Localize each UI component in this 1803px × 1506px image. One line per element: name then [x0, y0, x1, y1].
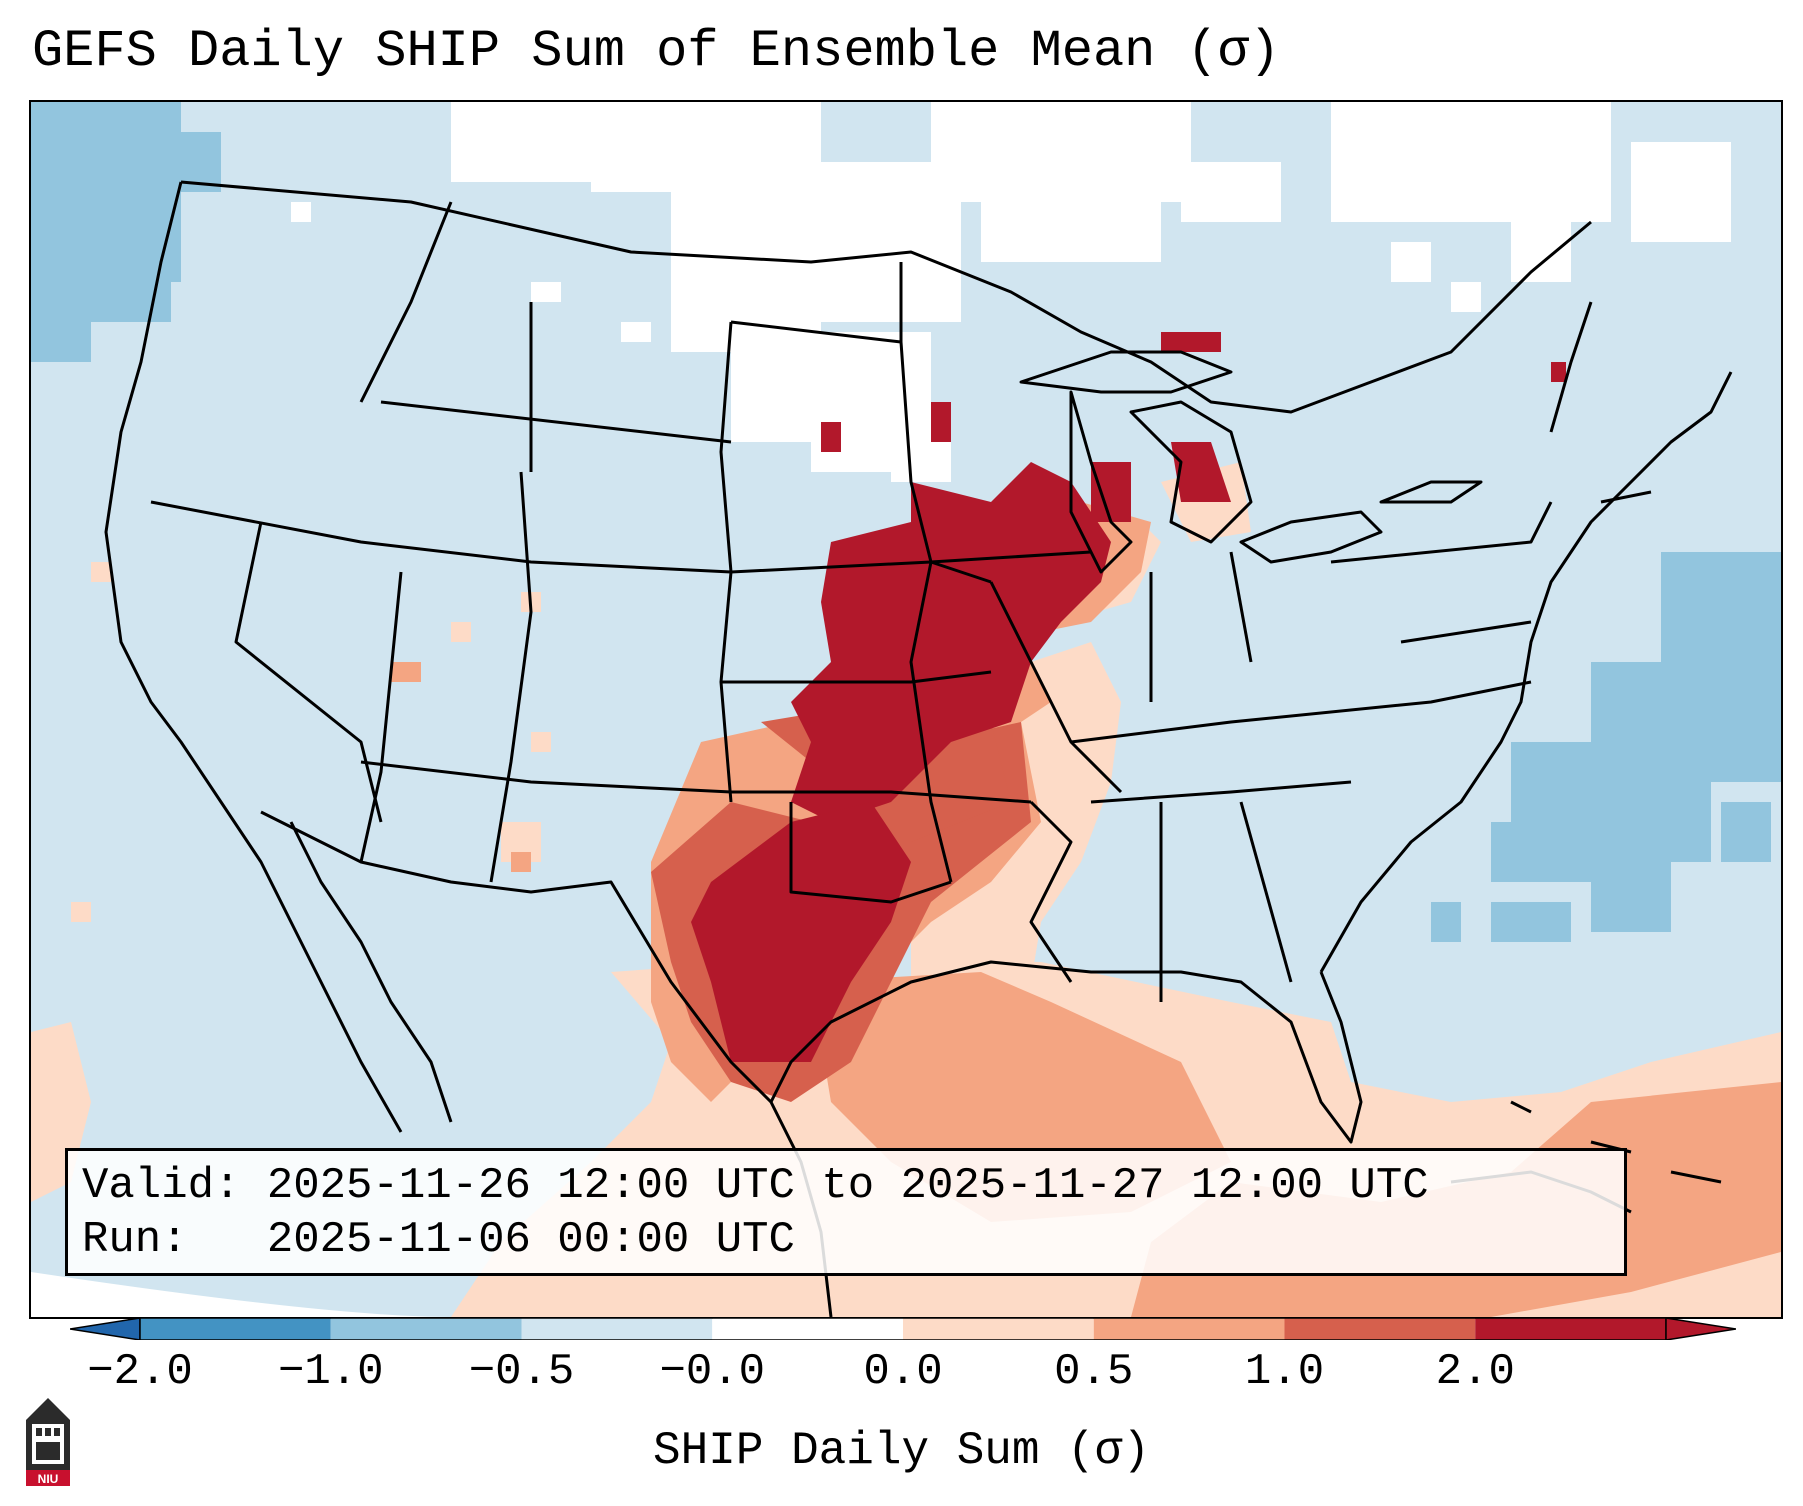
colorbar-segment: [140, 1318, 331, 1340]
colorbar-tick-label: −1.0: [277, 1347, 384, 1397]
colorbar-segment: [1093, 1318, 1285, 1340]
map-svg: [31, 102, 1781, 1317]
below-normal-patches: [31, 102, 1781, 1312]
run-label: Run:: [82, 1215, 188, 1265]
colorbar-segment: [903, 1318, 1094, 1340]
colorbar-extend-min: [70, 1318, 141, 1340]
run-row: Run: 2025-11-06 00:00 UTC: [82, 1213, 1610, 1267]
logo-text: NIU: [38, 1472, 59, 1486]
valid-label: Valid:: [82, 1161, 241, 1211]
colorbar-segment: [521, 1318, 713, 1340]
map-panel[interactable]: [29, 100, 1783, 1319]
colorbar-segment: [712, 1318, 903, 1340]
valid-value: 2025-11-26 12:00 UTC to 2025-11-27 12:00…: [266, 1161, 1429, 1211]
strongly-above-patches: [691, 332, 1566, 1062]
colorbar-tick-label: 2.0: [1435, 1347, 1515, 1397]
map-boundaries: [104, 180, 1733, 1317]
colorbar-segment: [1284, 1318, 1476, 1340]
colorbar-tick-label: 1.0: [1244, 1347, 1325, 1397]
valid-row: Valid: 2025-11-26 12:00 UTC to 2025-11-2…: [82, 1159, 1610, 1213]
colorbar-tick-label: 0.5: [1054, 1347, 1134, 1397]
colorbar-segment: [330, 1318, 522, 1340]
colorbar-tick-label: −2.0: [87, 1347, 193, 1397]
run-value: 2025-11-06 00:00 UTC: [266, 1215, 795, 1265]
near-zero-patches: [291, 102, 1731, 482]
niu-logo-icon: NIU: [26, 1398, 70, 1486]
map-title: GEFS Daily SHIP Sum of Ensemble Mean (σ): [32, 22, 1281, 81]
colorbar-tick-label: −0.0: [659, 1347, 766, 1397]
colorbar-tick-label: −0.5: [468, 1347, 575, 1397]
colorbar-ticks: −2.0 −1.0 −0.5 −0.0 0.0 0.5 1.0 2.0: [0, 1345, 1803, 1405]
colorbar-label: SHIP Daily Sum (σ): [653, 1425, 1150, 1477]
colorbar: [70, 1318, 1736, 1340]
validity-info-box: Valid: 2025-11-26 12:00 UTC to 2025-11-2…: [65, 1148, 1627, 1276]
colorbar-segment: [1475, 1318, 1666, 1340]
colorbar-extend-max: [1665, 1318, 1736, 1340]
colorbar-tick-label: 0.0: [863, 1347, 943, 1397]
colorbar-segments: [139, 1318, 1667, 1340]
